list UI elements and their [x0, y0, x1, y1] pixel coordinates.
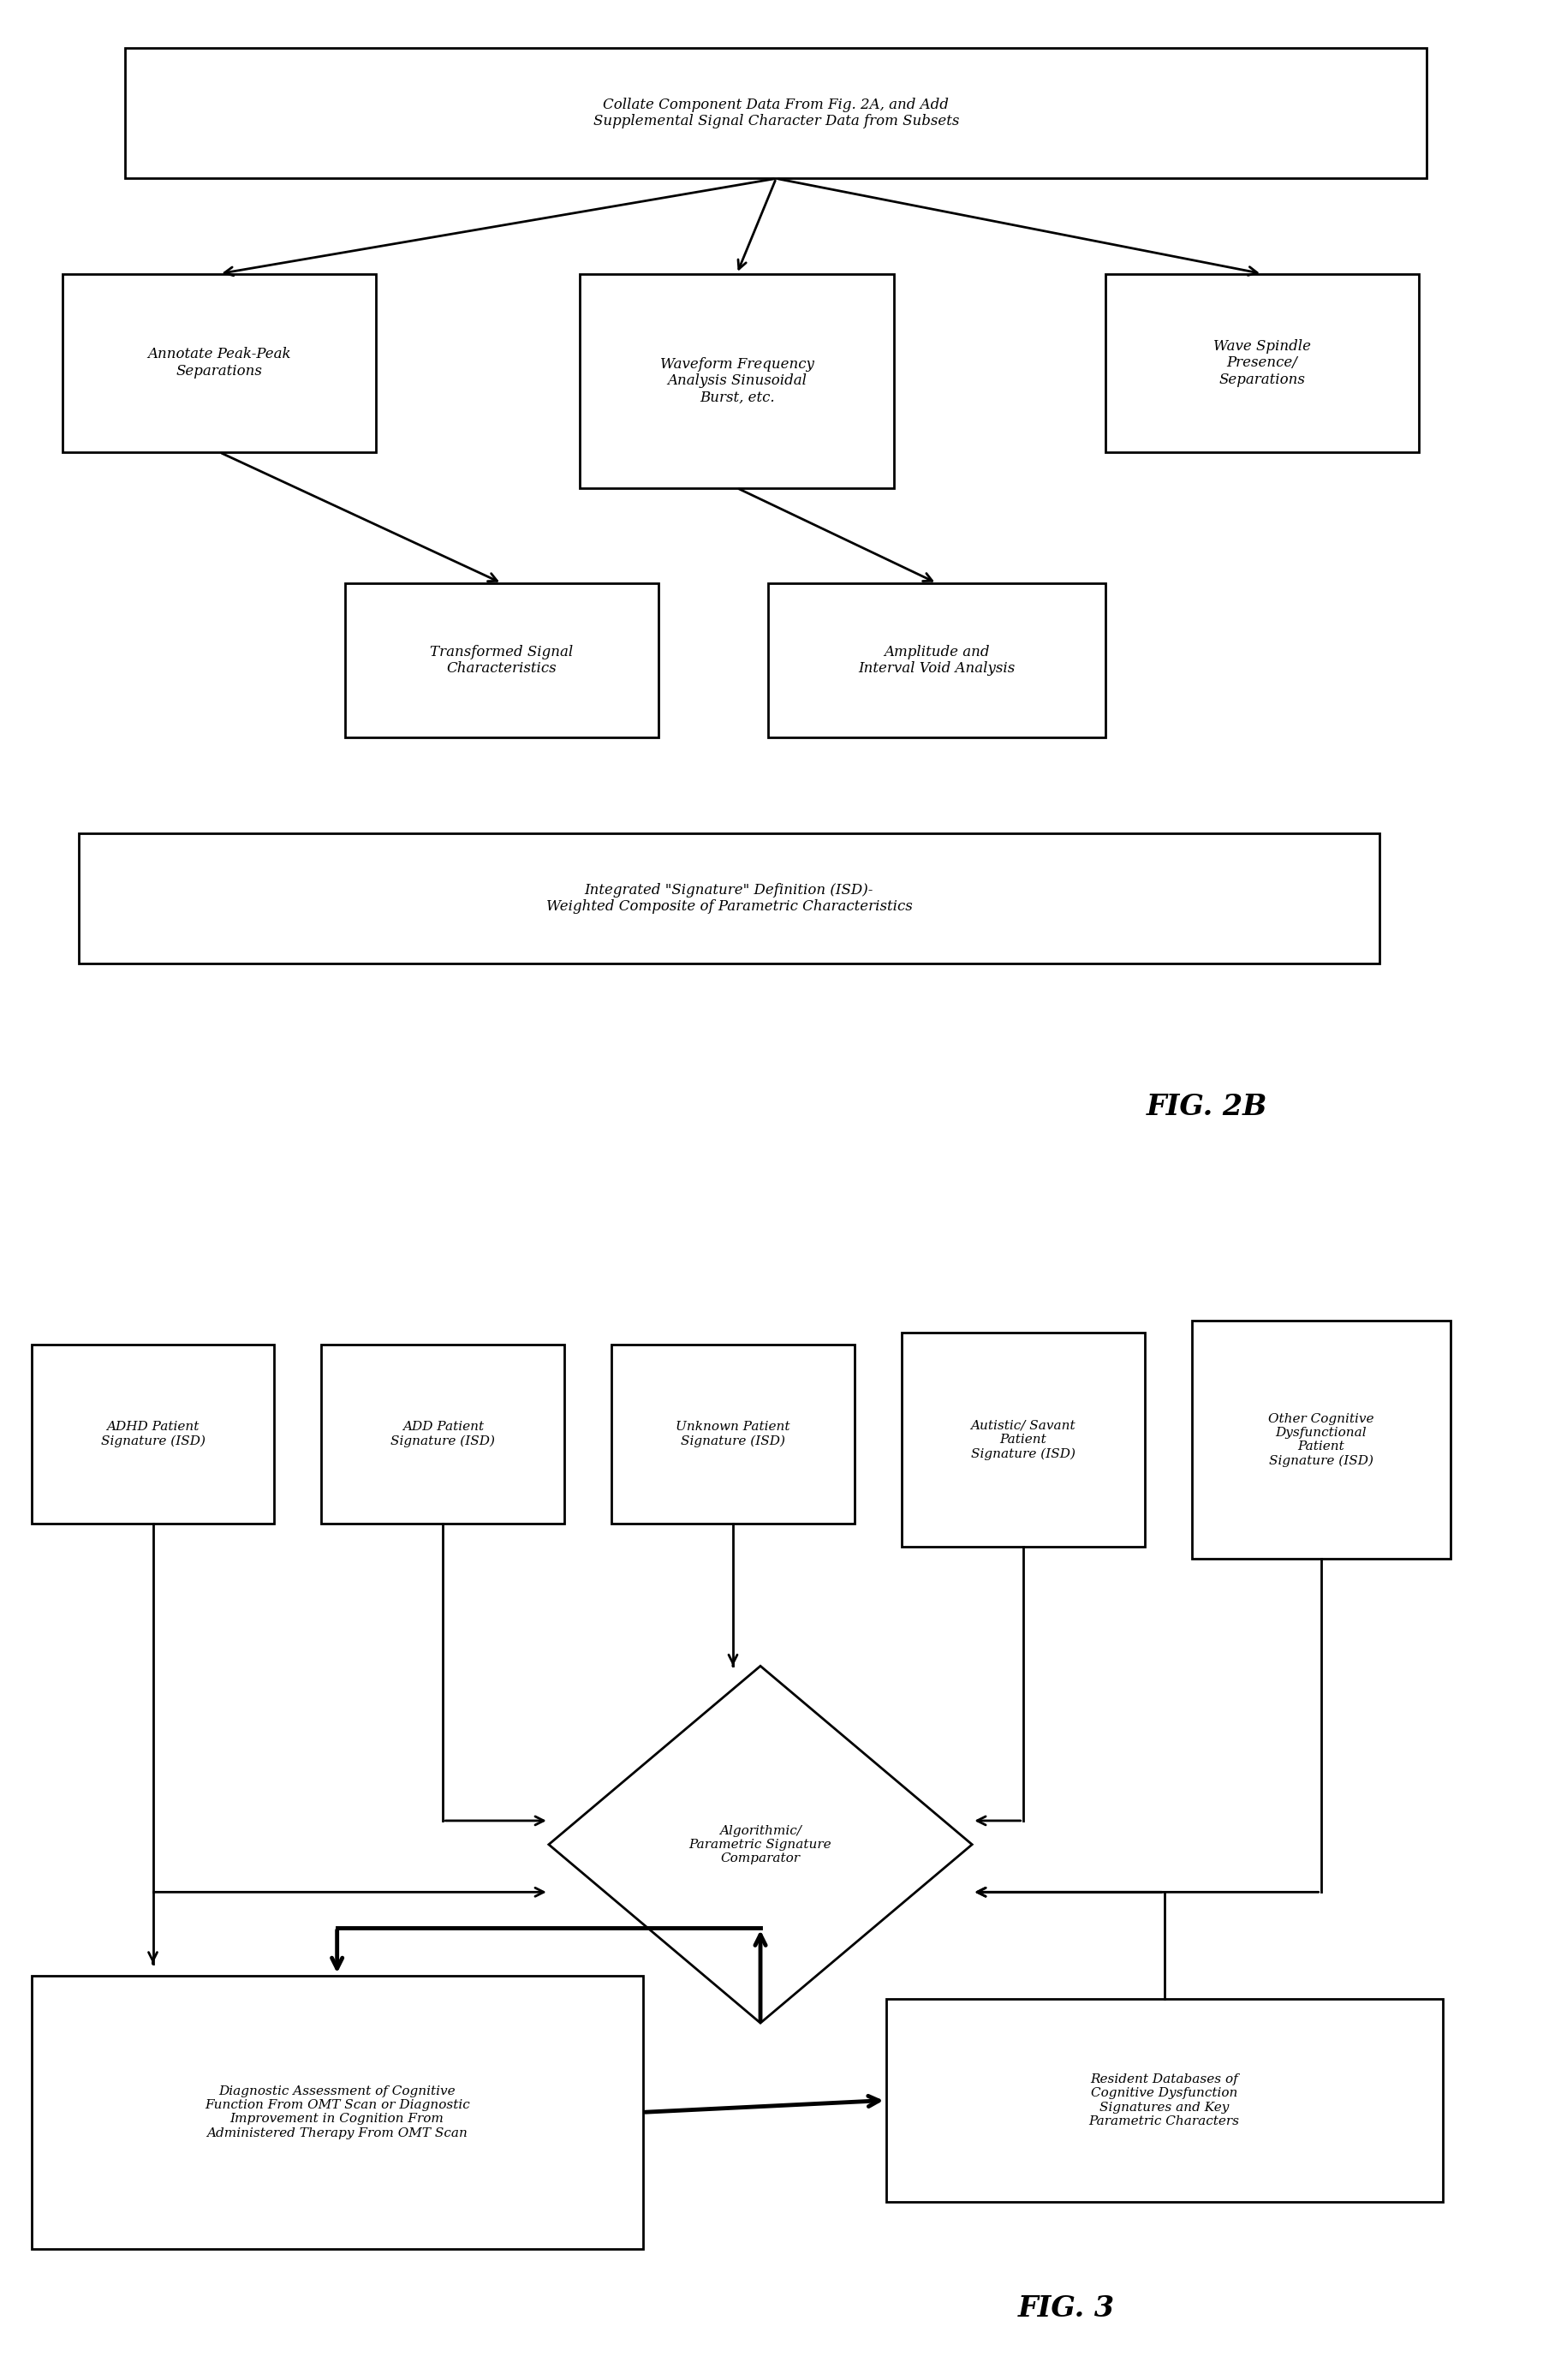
FancyBboxPatch shape	[1191, 1321, 1449, 1559]
FancyBboxPatch shape	[125, 48, 1426, 178]
Text: FIG. 2B: FIG. 2B	[1145, 1092, 1268, 1121]
Text: ADHD Patient
Signature (ISD): ADHD Patient Signature (ISD)	[100, 1421, 205, 1447]
FancyBboxPatch shape	[611, 1345, 854, 1523]
FancyBboxPatch shape	[885, 1999, 1442, 2202]
Text: Unknown Patient
Signature (ISD): Unknown Patient Signature (ISD)	[675, 1421, 790, 1447]
FancyBboxPatch shape	[31, 1975, 642, 2249]
FancyBboxPatch shape	[1105, 274, 1418, 452]
FancyBboxPatch shape	[901, 1333, 1144, 1547]
Text: Annotate Peak-Peak
Separations: Annotate Peak-Peak Separations	[147, 347, 291, 378]
Text: FIG. 3: FIG. 3	[1017, 2294, 1114, 2323]
Text: Transformed Signal
Characteristics: Transformed Signal Characteristics	[429, 645, 574, 676]
Text: Collate Component Data From Fig. 2A, and Add
Supplemental Signal Character Data : Collate Component Data From Fig. 2A, and…	[592, 98, 959, 129]
Text: Resident Databases of
Cognitive Dysfunction
Signatures and Key
Parametric Charac: Resident Databases of Cognitive Dysfunct…	[1087, 2073, 1239, 2128]
FancyBboxPatch shape	[78, 833, 1379, 964]
FancyBboxPatch shape	[63, 274, 376, 452]
Text: Autistic/ Savant
Patient
Signature (ISD): Autistic/ Savant Patient Signature (ISD)	[970, 1421, 1075, 1459]
Polygon shape	[548, 1666, 972, 2023]
Text: Amplitude and
Interval Void Analysis: Amplitude and Interval Void Analysis	[857, 645, 1015, 676]
FancyBboxPatch shape	[31, 1345, 274, 1523]
FancyBboxPatch shape	[321, 1345, 564, 1523]
Text: ADD Patient
Signature (ISD): ADD Patient Signature (ISD)	[390, 1421, 495, 1447]
FancyBboxPatch shape	[768, 583, 1105, 738]
FancyBboxPatch shape	[580, 274, 893, 488]
Text: Integrated "Signature" Definition (ISD)-
Weighted Composite of Parametric Charac: Integrated "Signature" Definition (ISD)-…	[545, 883, 912, 914]
Text: Algorithmic/
Parametric Signature
Comparator: Algorithmic/ Parametric Signature Compar…	[688, 1825, 832, 1864]
Text: Wave Spindle
Presence/
Separations: Wave Spindle Presence/ Separations	[1213, 338, 1310, 388]
Text: Diagnostic Assessment of Cognitive
Function From OMT Scan or Diagnostic
Improvem: Diagnostic Assessment of Cognitive Funct…	[204, 2085, 470, 2140]
Text: Other Cognitive
Dysfunctional
Patient
Signature (ISD): Other Cognitive Dysfunctional Patient Si…	[1268, 1414, 1373, 1466]
FancyBboxPatch shape	[345, 583, 658, 738]
Text: Waveform Frequency
Analysis Sinusoidal
Burst, etc.: Waveform Frequency Analysis Sinusoidal B…	[660, 357, 813, 405]
